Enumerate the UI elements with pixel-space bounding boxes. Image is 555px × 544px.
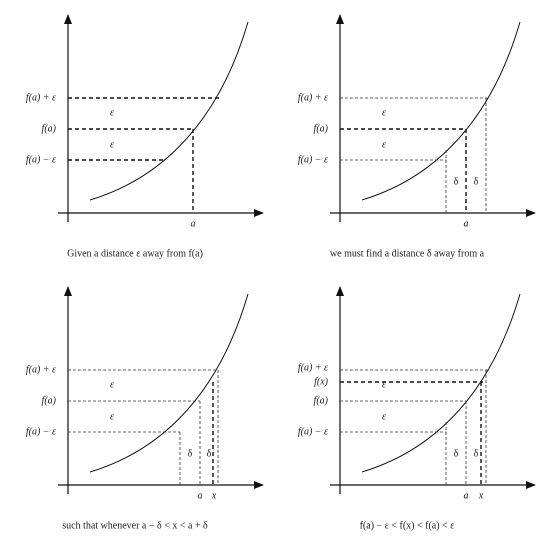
caption: we must find a distance δ away from a — [330, 248, 485, 259]
y-label: f(a) + ε — [298, 92, 328, 103]
x-axis-arrow — [254, 481, 264, 489]
y-axis-arrow — [64, 14, 72, 24]
x-axis-arrow — [526, 481, 536, 489]
x-label: a — [464, 490, 469, 501]
epsilon-label: ε — [382, 379, 386, 390]
epsilon-label: ε — [110, 411, 114, 422]
y-axis-arrow — [336, 286, 344, 296]
delta-label: δ — [474, 448, 479, 459]
delta-label: δ — [474, 176, 479, 187]
curve — [361, 21, 521, 201]
delta-label: δ — [454, 176, 459, 187]
y-label: f(a) — [42, 395, 57, 406]
curve — [89, 293, 249, 473]
y-label: f(x) — [314, 376, 329, 387]
panel: f(a) + ε f(a) f(a) − ε ε ε δ δ a x such that when… — [26, 286, 264, 531]
caption: such that whenever a − δ < x < a + δ — [62, 520, 208, 531]
delta-label: δ — [188, 448, 193, 459]
y-label: f(a) − ε — [298, 154, 328, 165]
y-label: f(a) — [42, 123, 57, 134]
panel: f(a) + ε f(a) f(a) − ε ε ε δ δ a we must find a … — [298, 14, 536, 259]
x-axis-arrow — [254, 209, 264, 217]
epsilon-label: ε — [110, 107, 114, 118]
y-label: f(a) + ε — [26, 92, 56, 103]
y-label: f(a) — [314, 395, 329, 406]
x-label: a — [198, 490, 203, 501]
curve — [89, 21, 249, 201]
caption: f(a) − ε < f(x) < f(a) < ε — [360, 520, 455, 531]
panel: f(a) + ε f(x) f(a) f(a) − ε ε ε δ δ a x f(a) − ε <… — [298, 286, 536, 531]
delta-label: δ — [454, 448, 459, 459]
delta-label: δ — [207, 448, 212, 459]
curve — [361, 293, 521, 473]
y-label: f(a) + ε — [26, 364, 56, 375]
y-label: f(a) − ε — [298, 426, 328, 437]
epsilon-label: ε — [382, 139, 386, 150]
panel: f(a) + ε f(a) f(a) − ε ε ε a Given a distance … — [26, 14, 264, 259]
x-label: x — [211, 490, 217, 501]
epsilon-label: ε — [382, 411, 386, 422]
caption: Given a distance ε away from f(a) — [67, 248, 203, 259]
x-label: a — [464, 218, 469, 229]
y-axis-arrow — [64, 286, 72, 296]
epsilon-label: ε — [110, 379, 114, 390]
y-label: f(a) + ε — [298, 362, 328, 373]
epsilon-label: ε — [382, 107, 386, 118]
x-label: a — [191, 218, 196, 229]
x-axis-arrow — [526, 209, 536, 217]
y-label: f(a) − ε — [26, 426, 56, 437]
y-label: f(a) − ε — [26, 154, 56, 165]
y-axis-arrow — [336, 14, 344, 24]
y-label: f(a) — [314, 123, 329, 134]
epsilon-label: ε — [110, 139, 114, 150]
x-label: x — [478, 490, 484, 501]
